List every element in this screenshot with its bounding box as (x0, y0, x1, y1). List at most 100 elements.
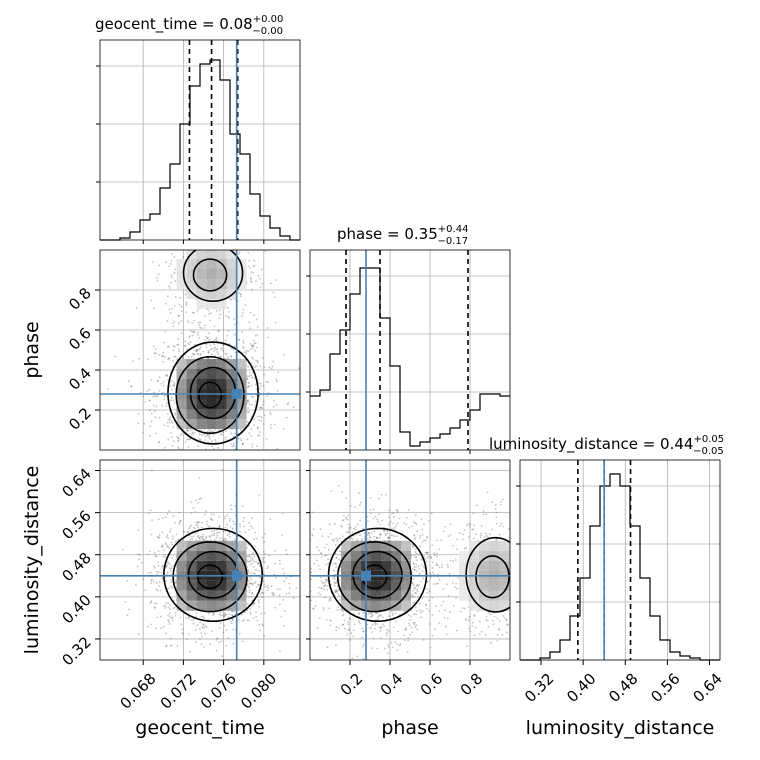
density-cell (226, 379, 237, 389)
sample-point (155, 352, 157, 355)
sample-point (222, 431, 225, 434)
sample-point (178, 437, 181, 440)
density-cell (196, 250, 207, 259)
sample-point (255, 611, 257, 613)
sample-point (378, 497, 381, 500)
sample-point (181, 628, 184, 631)
sample-point (170, 252, 173, 255)
sample-point (201, 627, 204, 630)
sample-point (184, 344, 186, 347)
sample-point (527, 583, 529, 585)
sample-point (257, 275, 260, 277)
sample-point (243, 619, 245, 622)
sample-point (177, 446, 180, 449)
sample-point (426, 588, 429, 590)
sample-point (237, 618, 240, 621)
sample-point (414, 606, 417, 609)
sample-point (173, 485, 175, 487)
sample-point (192, 330, 195, 333)
sample-point (214, 539, 216, 541)
sample-point (205, 626, 208, 629)
sample-point (347, 531, 349, 534)
sample-point (367, 532, 370, 535)
sample-point (311, 511, 314, 514)
sample-point (158, 353, 161, 356)
sample-point (196, 535, 199, 538)
sample-point (516, 577, 518, 579)
sample-point (336, 608, 339, 611)
sample-point (483, 535, 486, 538)
sample-point (216, 528, 218, 531)
sample-point (213, 343, 216, 346)
sample-point (199, 321, 202, 324)
sample-point (438, 622, 441, 624)
sample-point (148, 476, 150, 478)
contour (182, 250, 244, 303)
sample-point (335, 589, 337, 592)
sample-point (341, 535, 344, 538)
sample-point (358, 621, 360, 623)
sample-point (394, 641, 396, 644)
marginal-title: luminosity_distance = 0.44+0.05 −0.05 (489, 434, 724, 457)
sample-point (396, 522, 399, 525)
sample-point (229, 518, 231, 520)
sample-point (140, 561, 143, 564)
sample-point (166, 295, 169, 298)
sample-point (335, 556, 338, 559)
sample-point (362, 611, 365, 614)
sample-point (181, 633, 184, 636)
density-cell (206, 299, 217, 309)
sample-point (348, 528, 351, 531)
sample-point (188, 534, 191, 537)
sample-point (250, 395, 253, 398)
density-cell (236, 550, 247, 561)
sample-point (257, 361, 259, 364)
sample-point (241, 312, 244, 314)
sample-point (361, 538, 364, 541)
sample-point (171, 307, 174, 310)
sample-point (267, 565, 270, 568)
sample-point (153, 410, 156, 413)
sample-point (251, 443, 254, 445)
sample-point (383, 530, 385, 533)
sample-point (170, 541, 173, 544)
sample-point (247, 571, 250, 574)
sample-point (174, 268, 176, 271)
sample-point (158, 534, 161, 536)
sample-point (227, 306, 230, 309)
sample-point (194, 527, 196, 530)
sample-point (198, 243, 200, 245)
sample-point (411, 525, 414, 528)
sample-point (169, 421, 171, 424)
sample-point (215, 336, 218, 339)
sample-point (169, 528, 172, 531)
sample-point (201, 521, 203, 524)
sample-point (222, 531, 225, 533)
sample-point (335, 644, 337, 647)
sample-point (369, 616, 372, 618)
sample-point (352, 629, 355, 632)
sample-point (211, 614, 214, 617)
sample-point (246, 386, 249, 389)
sample-point (254, 400, 257, 403)
sample-point (411, 593, 414, 595)
sample-point (283, 610, 286, 612)
sample-point (250, 582, 253, 585)
sample-point (246, 569, 249, 572)
sample-point (209, 344, 212, 346)
sample-point (207, 313, 210, 315)
sample-point (221, 655, 224, 658)
sample-point (273, 296, 276, 299)
sample-point (245, 349, 248, 352)
sample-point (415, 552, 418, 555)
sample-point (327, 536, 330, 538)
sample-point (166, 534, 169, 536)
sample-point (243, 611, 246, 614)
sample-point (179, 434, 182, 437)
sample-point (224, 352, 227, 355)
density-cell (196, 359, 207, 369)
sample-point (227, 616, 230, 619)
sample-point (219, 348, 222, 351)
sample-point (198, 465, 200, 467)
sample-point (498, 620, 501, 622)
